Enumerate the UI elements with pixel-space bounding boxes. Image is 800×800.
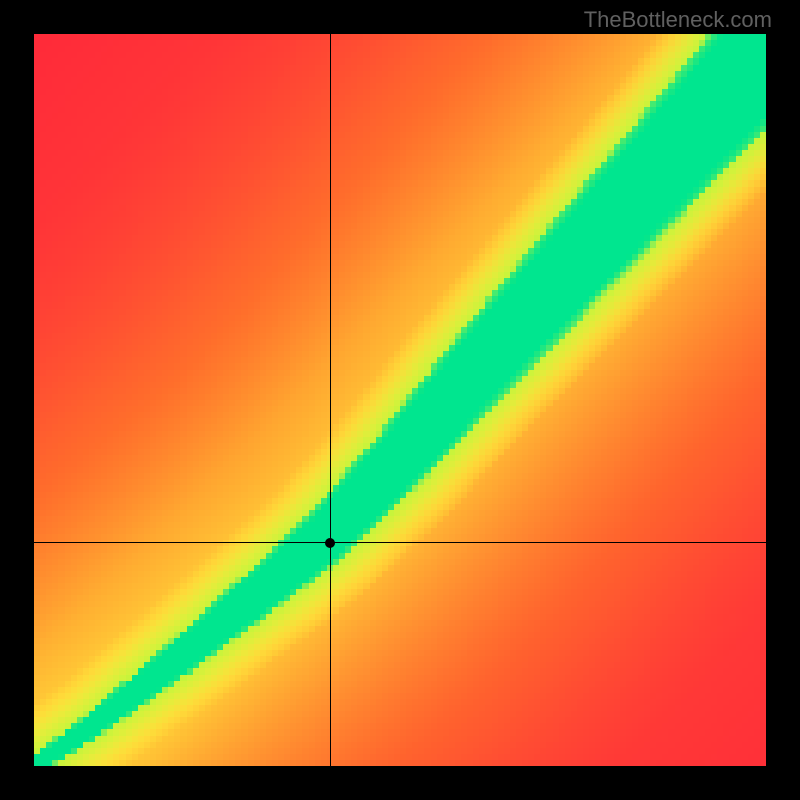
- crosshair-vertical: [330, 34, 331, 766]
- chart-container: TheBottleneck.com: [0, 0, 800, 800]
- bottleneck-heatmap: [34, 34, 766, 766]
- watermark-text: TheBottleneck.com: [584, 7, 772, 33]
- crosshair-horizontal: [34, 542, 766, 543]
